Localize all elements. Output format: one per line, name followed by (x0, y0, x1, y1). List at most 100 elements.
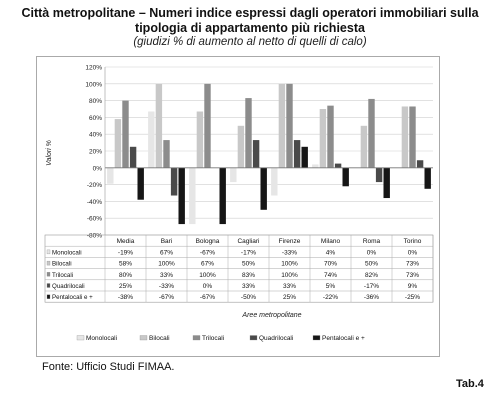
table-series-label-bilocali: Bilocali (52, 261, 72, 268)
data-label-torino-quadrilocali: 9% (408, 283, 418, 290)
legend-entry-bilocali: Bilocali (149, 335, 170, 342)
y-tick-label: 20% (89, 149, 102, 156)
data-label-bologna-quadrilocali: 0% (203, 283, 213, 290)
legend-entry-trilocali: Trilocali (202, 335, 224, 342)
legend: Monolocali Bilocali Trilocali Quadrilocali P… (76, 335, 365, 342)
bar-torino-trilocali (409, 106, 416, 168)
bar-bologna-trilocali (204, 83, 211, 168)
bar-bologna-bilocali (196, 111, 204, 168)
data-label-media-pentalocali-e: -38% (118, 294, 133, 301)
chart-subtitle: (giudizi % di aumento al netto di quelli… (133, 36, 367, 48)
y-tick-label: 100% (85, 81, 102, 88)
data-label-torino-monolocali: 0% (408, 249, 418, 256)
bar-media-bilocali (114, 119, 122, 168)
bar-chart: -80% -60% -40% -20% 0% 20% 40% 60% 80% 100% 120% M… (44, 65, 434, 342)
bar-torino-bilocali (401, 106, 409, 168)
data-label-cagliari-pentalocali-e: -50% (241, 294, 256, 301)
bar-cagliari-quadrilocali (252, 140, 260, 168)
bar-bari-trilocali (163, 140, 170, 168)
bar-media-pentalocali-e (137, 167, 144, 200)
bar-bologna-pentalocali-e (219, 167, 226, 225)
data-label-firenze-monolocali: -33% (282, 249, 297, 256)
bar-firenze-monolocali (271, 167, 278, 196)
y-axis-label: Valori % (46, 140, 53, 166)
chart-frame: -80% -60% -40% -20% 0% 20% 40% 60% 80% 100% 120% M… (36, 56, 440, 357)
data-label-media-trilocali: 80% (119, 272, 132, 279)
data-label-bologna-trilocali: 100% (199, 272, 216, 279)
data-label-milano-pentalocali-e: -22% (323, 294, 338, 301)
data-label-firenze-quadrilocali: 33% (283, 283, 296, 290)
bar-firenze-bilocali (278, 83, 286, 168)
category-label-firenze: Firenze (279, 238, 301, 245)
data-label-milano-trilocali: 74% (324, 272, 337, 279)
bars (107, 83, 431, 225)
bar-bari-pentalocali-e (178, 167, 185, 225)
category-label-cagliari: Cagliari (237, 238, 259, 245)
chart-title-line-2: tipologia di appartamento più richiesta (135, 21, 365, 35)
bar-cagliari-monolocali (230, 167, 237, 183)
legend-swatch-trilocali (192, 335, 201, 341)
bar-firenze-pentalocali-e (301, 146, 308, 168)
table-swatch-bilocali (46, 260, 51, 266)
bar-milano-trilocali (327, 105, 334, 168)
data-label-roma-monolocali: 0% (367, 249, 377, 256)
data-label-roma-quadrilocali: -17% (364, 283, 379, 290)
bar-firenze-trilocali (286, 83, 293, 168)
bar-cagliari-bilocali (237, 125, 245, 168)
bar-milano-monolocali (312, 164, 319, 168)
bar-roma-trilocali (368, 98, 375, 168)
bar-bari-quadrilocali (170, 167, 178, 196)
axes (104, 67, 433, 235)
x-axis-label: Aree metropolitane (241, 312, 301, 319)
data-label-bari-bilocali: 100% (158, 261, 175, 268)
data-label-bari-monolocali: 67% (160, 249, 173, 256)
data-label-torino-trilocali: 73% (406, 272, 419, 279)
data-label-media-bilocali: 58% (119, 261, 132, 268)
data-label-firenze-trilocali: 100% (281, 272, 298, 279)
data-label-milano-bilocali: 70% (324, 261, 337, 268)
y-tick-label: -60% (87, 216, 102, 223)
table-series-label-pentalocali-e: Pentalocali e + (52, 294, 93, 301)
table-series-label-trilocali: Trilocali (52, 272, 73, 279)
legend-entry-quadrilocali: Quadrilocali (259, 335, 293, 342)
data-label-milano-quadrilocali: 5% (326, 283, 336, 290)
bar-cagliari-trilocali (245, 98, 252, 168)
y-tick-label: -20% (87, 182, 102, 189)
bar-bologna-monolocali (189, 167, 196, 225)
legend-swatch-monolocali (76, 335, 85, 341)
bar-torino-pentalocali-e (424, 167, 431, 189)
category-label-torino: Torino (404, 238, 422, 245)
y-tick-label: 40% (89, 132, 102, 139)
data-label-cagliari-monolocali: -17% (241, 249, 256, 256)
chart-title-line-1: Città metropolitane – Numeri indice espr… (21, 6, 479, 20)
data-label-bari-trilocali: 33% (160, 272, 173, 279)
category-label-media: Media (117, 238, 135, 245)
data-label-milano-monolocali: 4% (326, 249, 336, 256)
table-series-label-monolocali: Monolocali (52, 249, 82, 256)
bar-bari-bilocali (155, 83, 163, 168)
bar-roma-quadrilocali (375, 167, 383, 183)
data-label-firenze-bilocali: 100% (281, 261, 298, 268)
bar-roma-bilocali (360, 125, 368, 168)
data-label-torino-pentalocali-e: -25% (405, 294, 420, 301)
category-label-milano: Milano (321, 238, 341, 245)
bar-milano-quadrilocali (334, 163, 342, 168)
table-swatch-monolocali (46, 249, 51, 255)
y-tick-label: 0% (93, 165, 103, 172)
category-label-bologna: Bologna (196, 238, 220, 245)
legend-entry-pentalocali-e: Pentalocali e + (322, 335, 365, 342)
bar-media-trilocali (122, 100, 129, 168)
bar-roma-pentalocali-e (383, 167, 390, 199)
y-tick-label: 60% (89, 115, 102, 122)
data-label-cagliari-quadrilocali: 33% (242, 283, 255, 290)
data-label-bari-pentalocali-e: -67% (159, 294, 174, 301)
y-tick-label: -40% (87, 199, 102, 206)
table-swatch-quadrilocali (46, 283, 51, 288)
category-label-bari: Bari (161, 238, 173, 245)
data-label-bologna-pentalocali-e: -67% (200, 294, 215, 301)
data-label-torino-bilocali: 73% (406, 261, 419, 268)
data-label-roma-pentalocali-e: -36% (364, 294, 379, 301)
y-axis-ticks: -80% -60% -40% -20% 0% 20% 40% 60% 80% 100% 120% (85, 65, 102, 240)
legend-swatch-bilocali (139, 335, 148, 341)
bar-firenze-quadrilocali (293, 140, 301, 168)
